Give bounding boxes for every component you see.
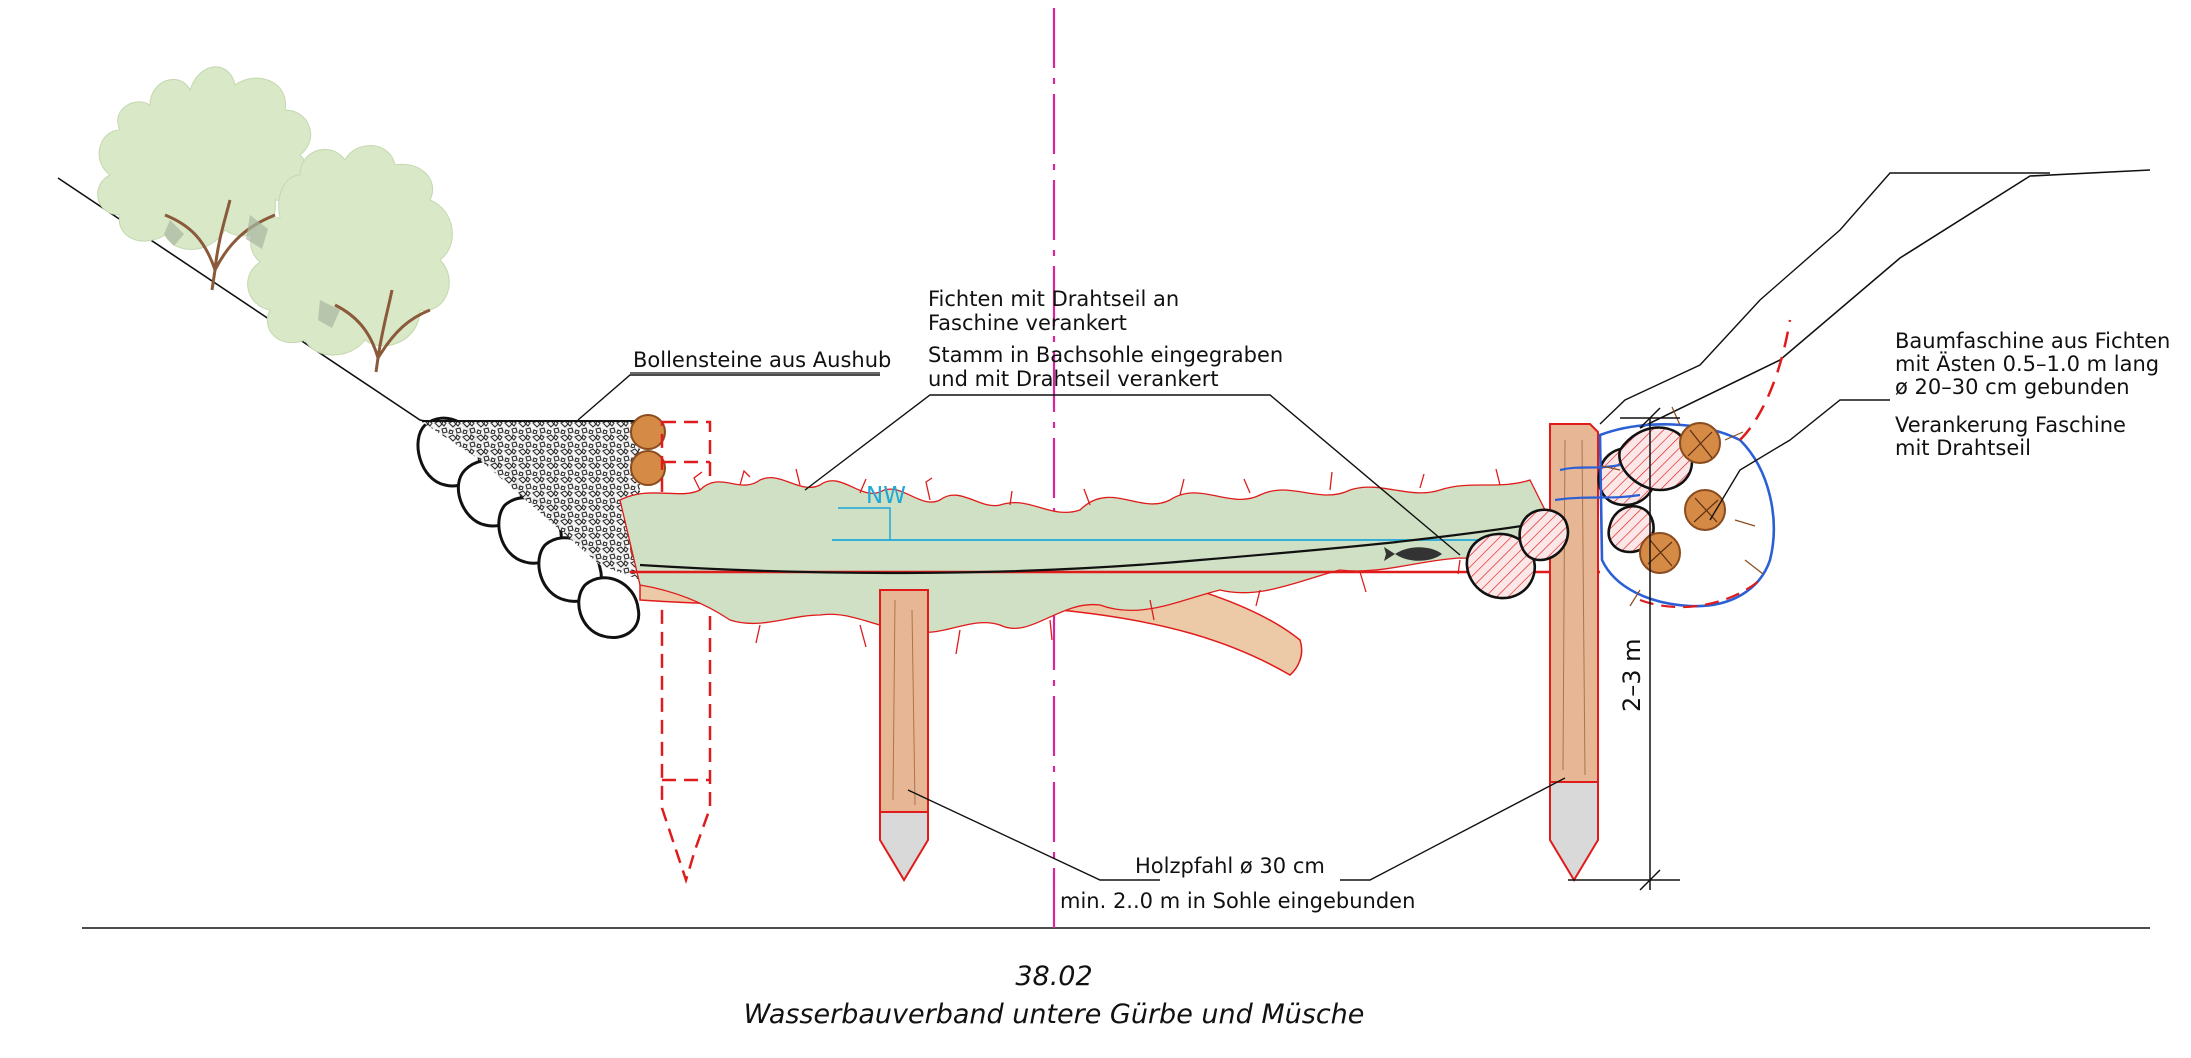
- label-baum-line3: ø 20–30 cm gebunden: [1895, 375, 2130, 399]
- label-veranker-line2: mit Drahtseil: [1895, 436, 2031, 460]
- label-baum-line2: mit Ästen 0.5–1.0 m lang: [1895, 351, 2159, 376]
- label-bollensteine: Bollensteine aus Aushub: [633, 348, 891, 372]
- label-holzpfahl: Holzpfahl ø 30 cm: [1135, 854, 1325, 878]
- wooden-pile-center: [879, 589, 929, 882]
- label-baum-line1: Baumfaschine aus Fichten: [1895, 329, 2170, 353]
- hatched-boulders: [1465, 426, 1694, 600]
- dimension-label: 2–3 m: [1618, 638, 1646, 712]
- nw-marker: [838, 507, 891, 540]
- label-fichten-line2: Faschine verankert: [928, 311, 1127, 335]
- boulder-icon: [416, 416, 641, 639]
- tree-fascine-bundle: [1554, 319, 1792, 609]
- label-stamm-line1: Stamm in Bachsohle eingegraben: [928, 343, 1283, 367]
- wooden-pile-right: [1549, 423, 1599, 882]
- label-veranker-line1: Verankerung Faschine: [1895, 413, 2126, 437]
- label-fichten-line1: Fichten mit Drahtseil an: [928, 287, 1179, 311]
- wire-rope: [639, 454, 1574, 575]
- caption-title: Wasserbauverband untere Gürbe und Müsche: [744, 999, 1365, 1030]
- fish-icon: [1384, 547, 1442, 561]
- branch-tips: [693, 468, 1501, 655]
- nw-label: NW: [866, 483, 906, 509]
- right-bank-terrain: [1639, 169, 2151, 429]
- spruce-foliage: [619, 477, 1551, 634]
- dimension-2-3m: [1568, 407, 1680, 891]
- caption-number: 38.02: [1015, 961, 1092, 992]
- leader-lines: [577, 172, 2050, 881]
- label-eingebunden: min. 2..0 m in Sohle eingebunden: [1060, 889, 1415, 913]
- label-stamm-line2: und mit Drahtseil verankert: [928, 367, 1219, 391]
- shrub-icon: [97, 66, 453, 373]
